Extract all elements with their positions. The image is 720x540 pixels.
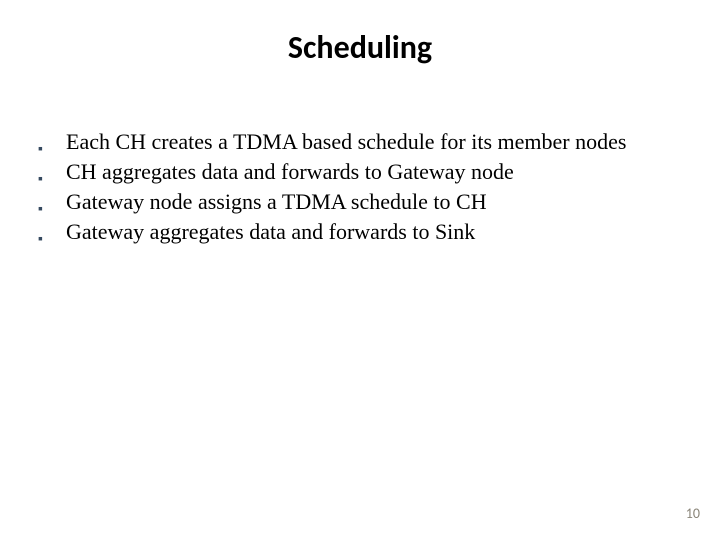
bullet-marker-icon: ▪ — [38, 224, 43, 252]
bullet-text: Gateway aggregates data and forwards to … — [66, 218, 678, 246]
bullet-text: Gateway node assigns a TDMA schedule to … — [66, 188, 678, 216]
slide-title: Scheduling — [0, 28, 720, 67]
slide: Scheduling ▪Each CH creates a TDMA based… — [0, 0, 720, 540]
bullet-item: ▪Each CH creates a TDMA based schedule f… — [38, 128, 678, 156]
bullet-item: ▪CH aggregates data and forwards to Gate… — [38, 158, 678, 186]
bullet-list: ▪Each CH creates a TDMA based schedule f… — [38, 128, 678, 248]
bullet-item: ▪Gateway node assigns a TDMA schedule to… — [38, 188, 678, 216]
bullet-item: ▪Gateway aggregates data and forwards to… — [38, 218, 678, 246]
bullet-text: CH aggregates data and forwards to Gatew… — [66, 158, 678, 186]
page-number: 10 — [686, 505, 700, 522]
bullet-text: Each CH creates a TDMA based schedule fo… — [66, 128, 678, 156]
